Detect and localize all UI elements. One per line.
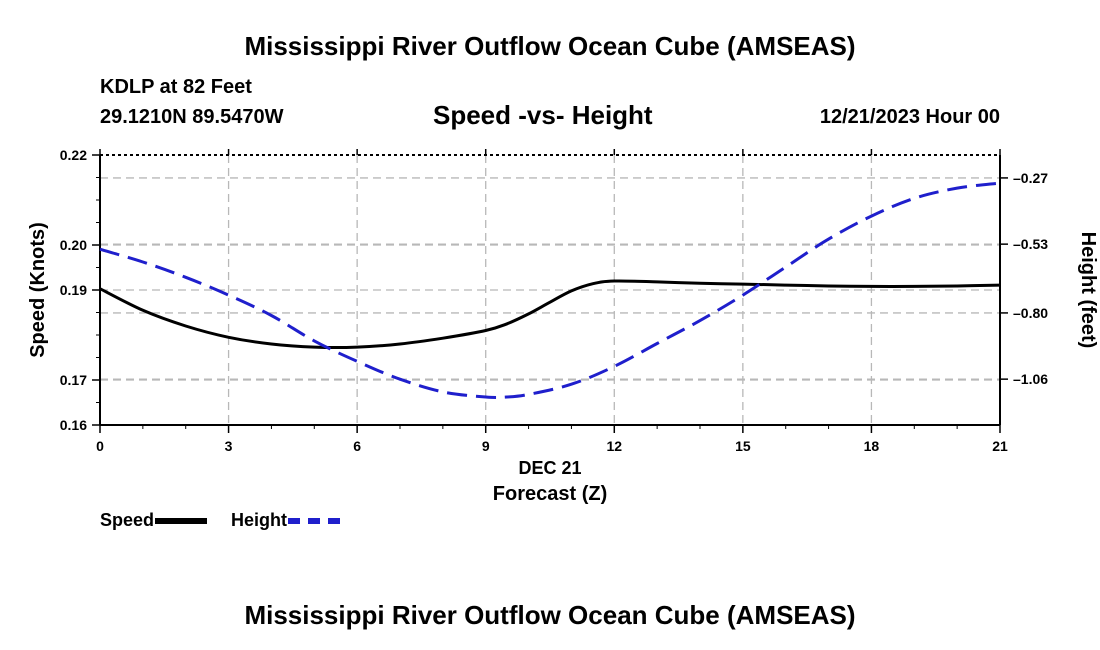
legend-height-label: Height: [231, 510, 287, 530]
x-tick-label: 15: [735, 438, 751, 454]
x-tick-label: 0: [96, 438, 104, 454]
series-line-height: [99, 181, 1001, 399]
x-tick-label: 21: [992, 438, 1008, 454]
footer-title: Mississippi River Outflow Ocean Cube (AM…: [244, 600, 856, 630]
x-tick-label: 18: [864, 438, 880, 454]
y-tick-label: 0.20: [60, 237, 87, 253]
main-title: Mississippi River Outflow Ocean Cube (AM…: [244, 31, 856, 61]
chart-subtitle: Speed -vs- Height: [433, 100, 653, 130]
x-tick-label: 12: [606, 438, 622, 454]
y-tick-label: 0.19: [60, 282, 87, 298]
y-tick-label: 0.16: [60, 417, 87, 433]
y-tick-label: 0.22: [60, 147, 87, 163]
station-label: KDLP at 82 Feet: [100, 76, 252, 98]
y-tick-label: 0.17: [60, 372, 87, 388]
x-axis-date-label: DEC 21: [518, 458, 582, 478]
y2-tick-label: –0.27: [1013, 170, 1048, 186]
datetime-label: 12/21/2023 Hour 00: [819, 106, 1000, 128]
y-axis-label: Speed (Knots): [27, 222, 49, 358]
y2-tick-label: –0.53: [1013, 236, 1048, 252]
y2-tick-label: –0.80: [1013, 305, 1048, 321]
legend-speed-label: Speed: [100, 510, 155, 530]
x-tick-label: 9: [482, 438, 490, 454]
series-line-speed: [99, 279, 1001, 350]
coordinates-label: 29.1210N 89.5470W: [100, 106, 284, 128]
legend-speed-swatch: [155, 517, 208, 524]
x-tick-label: 6: [353, 438, 361, 454]
legend-height-swatch: [288, 517, 340, 524]
x-tick-label: 3: [225, 438, 233, 454]
y2-axis-label: Height (feet): [1077, 232, 1099, 349]
x-axis-label: Forecast (Z): [492, 483, 608, 505]
legend-height: Height: [231, 510, 340, 531]
y2-tick-label: –1.06: [1013, 371, 1048, 387]
legend-speed: Speed: [100, 510, 208, 531]
